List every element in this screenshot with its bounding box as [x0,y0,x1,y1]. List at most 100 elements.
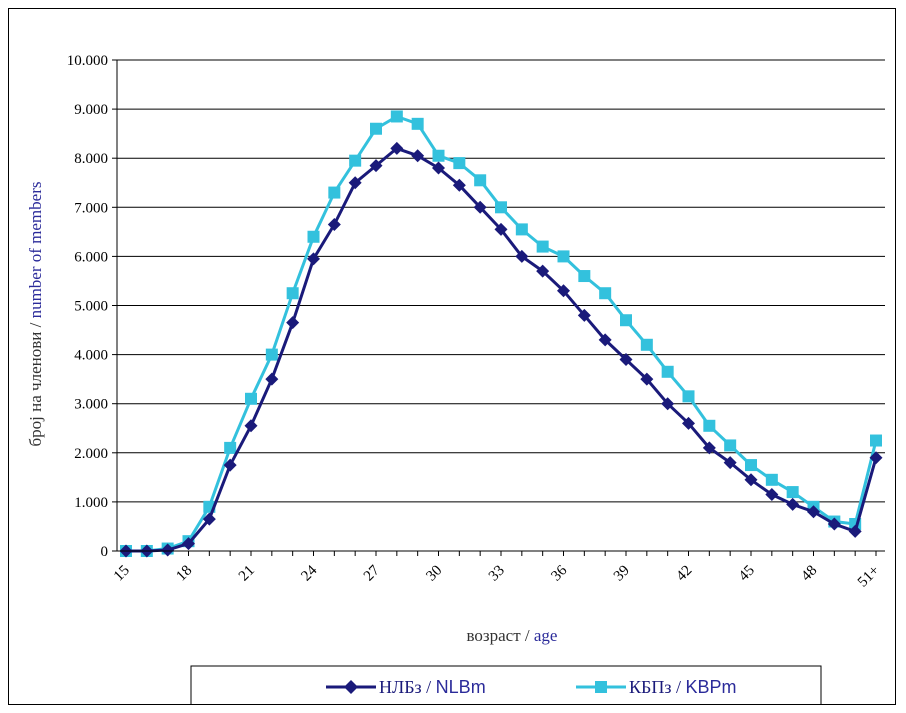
y-tick-label: 6.000 [74,249,108,265]
data-point-diamond [661,397,675,411]
y-tick-label: 8.000 [74,151,108,167]
data-point-diamond [411,149,425,163]
data-point-diamond [223,458,237,472]
data-point-diamond [619,353,633,367]
data-point-square [724,439,737,452]
x-tick-label: 18 [173,563,195,585]
data-point-square [870,434,882,447]
x-tick-label: 24 [298,562,320,584]
data-point-diamond [640,372,654,386]
series-lines [119,110,883,558]
data-point-square [640,338,653,351]
data-point-diamond [432,161,445,175]
svg-text:НЛБз / NLBm: НЛБз / NLBm [379,677,486,697]
data-point-diamond [827,517,841,531]
x-axis-label-en: age [534,626,558,645]
data-point-square [224,441,237,454]
data-point-square [557,250,570,263]
data-point-square [265,348,278,361]
data-point-square [349,154,362,167]
data-point-diamond [557,284,570,298]
legend-label-kbpm-mk: КБПз [629,677,671,697]
data-point-diamond [390,141,404,155]
data-point-diamond [723,456,737,470]
data-point-square [661,365,674,378]
x-tick-label: 36 [548,562,570,584]
data-point-square [620,314,632,327]
data-point-square [495,201,507,214]
data-point-square [515,223,528,236]
data-point-square [286,287,299,300]
y-tick-label: 9.000 [74,102,108,118]
x-tick-label: 27 [361,562,383,584]
legend: НЛБз / NLBm КБПз / KBPm [190,665,822,709]
y-tick-label: 7.000 [74,200,108,216]
data-point-diamond [577,308,591,322]
data-point-diamond [286,316,300,330]
chart-frame: 0 1.000 2.000 3.000 4.000 5.000 6.000 7.000 8.00… [8,8,896,709]
y-axis-label-mk: број на членови / [26,318,45,446]
data-point-diamond [327,217,341,231]
data-point-diamond [265,372,279,386]
data-point-diamond [848,524,862,538]
y-axis-ticks: 0 1.000 2.000 3.000 4.000 5.000 6.000 7.000 8.00… [67,53,117,560]
data-point-diamond [161,543,175,557]
legend-box [190,665,822,709]
y-tick-label: 3.000 [74,397,108,413]
data-point-square [578,270,591,283]
data-point-diamond [744,473,758,487]
data-point-square [245,392,257,405]
data-point-diamond [452,178,466,192]
x-axis-ticks: 15 18 21 24 27 30 33 36 39 42 45 48 51+ [111,551,883,590]
x-tick-label: 48 [798,563,820,585]
series-line-1 [126,115,878,553]
data-point-diamond [515,249,529,263]
data-point-diamond [348,176,362,190]
data-point-square [474,174,487,187]
data-point-square [328,186,341,199]
data-point-square [390,110,403,123]
data-point-square [682,390,695,403]
data-point-square [453,157,466,170]
x-tick-label: 33 [486,563,508,585]
x-tick-label: 39 [611,563,633,585]
data-point-diamond [536,264,550,278]
data-point-diamond [786,497,800,511]
y-tick-label: 10.000 [67,53,108,69]
data-point-diamond [869,451,883,465]
data-point-square [745,459,757,472]
svg-text:КБПз / KBPm: КБПз / KBPm [629,677,736,697]
y-axis-label-en: number of members [26,182,45,319]
data-point-diamond [702,441,716,455]
grid-lines [117,59,885,503]
y-tick-label: 5.000 [74,299,108,315]
data-point-square [536,240,549,253]
data-point-diamond [202,512,216,526]
data-point-diamond [598,333,612,347]
y-tick-label: 0 [101,544,109,560]
legend-marker-square-icon [595,681,607,693]
data-point-diamond [244,419,258,433]
data-point-square [765,473,778,486]
data-point-square [432,149,445,162]
data-point-square [411,117,424,130]
data-point-square [786,486,799,499]
legend-item-nlbm: НЛБз / NLBm [326,677,486,697]
legend-label-nlbm-en: NLBm [436,677,486,697]
y-tick-label: 4.000 [74,348,108,364]
data-point-diamond [369,159,383,173]
data-point-square [703,419,716,432]
axes [116,60,885,552]
data-point-diamond [765,488,779,502]
legend-label-nlbm-mk: НЛБз [379,677,422,697]
data-point-diamond [807,505,820,519]
data-point-diamond [182,537,195,551]
legend-label-nlbm-sep: / [422,677,436,697]
y-axis-label: број на членови / number of members [26,182,45,447]
data-point-square [370,122,382,135]
data-point-diamond [494,222,508,236]
data-point-diamond [307,252,320,266]
data-point-square [307,230,320,243]
x-tick-label: 51+ [855,563,883,591]
legend-label-kbpm-en: KBPm [685,677,736,697]
